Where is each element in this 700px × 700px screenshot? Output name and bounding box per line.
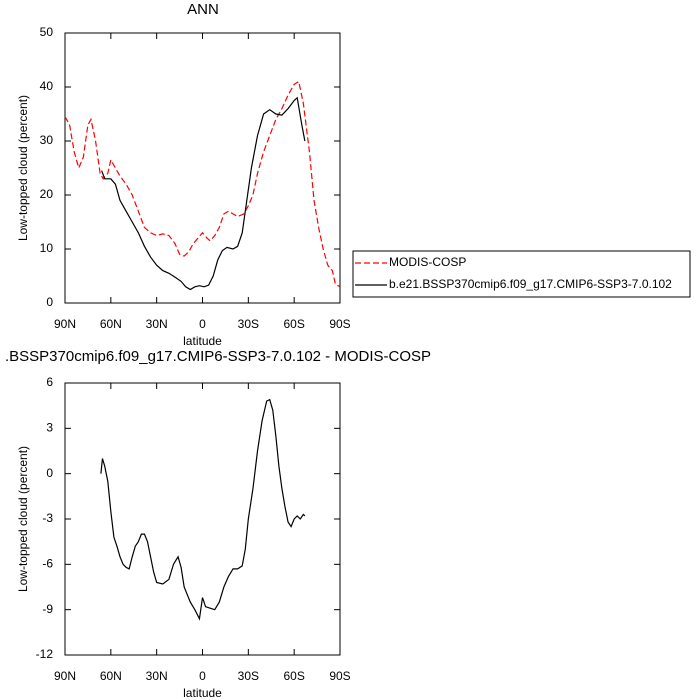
y-tick-label: 40 bbox=[40, 79, 54, 93]
data-line bbox=[101, 96, 306, 291]
x-axis-label: latitude bbox=[183, 686, 222, 700]
x-tick-label: 90N bbox=[54, 669, 76, 683]
plot-frame bbox=[64, 382, 341, 656]
y-tick-label: -12 bbox=[36, 647, 54, 661]
x-tick-label: 60N bbox=[100, 317, 122, 331]
x-tick-label: 0 bbox=[199, 669, 206, 683]
chart-title: .BSSP370cmip6.f09_g17.CMIP6-SSP3-7.0.102… bbox=[5, 348, 431, 365]
x-tick-label: 30N bbox=[146, 669, 168, 683]
x-tick-label: 60N bbox=[100, 669, 122, 683]
legend-label: MODIS-COSP bbox=[389, 255, 466, 269]
x-tick-label: 30N bbox=[146, 317, 168, 331]
data-line bbox=[100, 398, 306, 621]
x-tick-label: 30S bbox=[238, 669, 259, 683]
y-tick-label: -6 bbox=[42, 557, 53, 571]
y-tick-label: 6 bbox=[46, 375, 53, 389]
x-tick-label: 90N bbox=[54, 317, 76, 331]
data-line bbox=[64, 80, 341, 288]
x-tick-label: 90S bbox=[329, 669, 350, 683]
x-tick-label: 60S bbox=[283, 317, 304, 331]
y-tick-label: -9 bbox=[42, 602, 53, 616]
y-tick-label: -3 bbox=[42, 511, 53, 525]
y-tick-label: 0 bbox=[46, 466, 53, 480]
y-tick-label: 50 bbox=[40, 25, 54, 39]
y-tick-label: 0 bbox=[46, 295, 53, 309]
x-axis-label: latitude bbox=[183, 334, 222, 348]
x-tick-label: 0 bbox=[199, 317, 206, 331]
x-tick-label: 30S bbox=[238, 317, 259, 331]
y-tick-label: 10 bbox=[40, 241, 54, 255]
y-axis-label: Low-topped cloud (percent) bbox=[16, 446, 30, 592]
y-tick-label: 3 bbox=[46, 421, 53, 435]
legend-label: b.e21.BSSP370cmip6.f09_g17.CMIP6-SSP3-7.… bbox=[389, 277, 672, 291]
chart-title: ANN bbox=[187, 1, 219, 18]
x-tick-label: 90S bbox=[329, 317, 350, 331]
x-tick-label: 60S bbox=[283, 669, 304, 683]
y-tick-label: 20 bbox=[40, 187, 54, 201]
y-tick-label: 30 bbox=[40, 133, 54, 147]
y-axis-label: Low-topped cloud (percent) bbox=[16, 95, 30, 241]
legend-box bbox=[352, 250, 691, 298]
plot-frame bbox=[64, 32, 341, 304]
